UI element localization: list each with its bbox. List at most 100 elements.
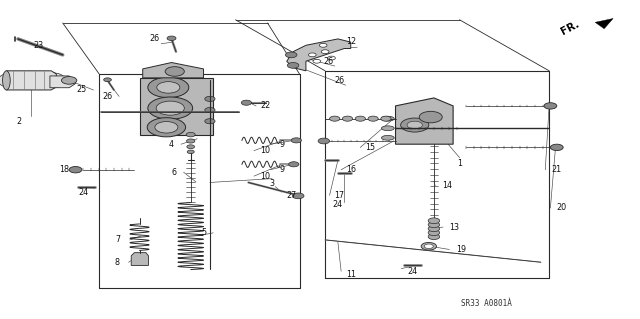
Text: FR.: FR. (559, 19, 581, 37)
Ellipse shape (381, 126, 394, 131)
Circle shape (321, 50, 329, 54)
Circle shape (428, 218, 440, 224)
Text: 9: 9 (279, 165, 284, 174)
Polygon shape (595, 19, 613, 29)
Text: 8: 8 (115, 258, 120, 267)
Circle shape (544, 103, 557, 109)
Text: 21: 21 (552, 165, 562, 174)
Text: 6: 6 (172, 168, 177, 177)
Circle shape (330, 116, 340, 121)
Circle shape (401, 118, 429, 132)
Circle shape (165, 67, 184, 76)
Text: 22: 22 (260, 101, 271, 110)
Text: 24: 24 (333, 200, 343, 209)
Circle shape (148, 97, 193, 119)
Text: 5: 5 (201, 228, 206, 237)
Polygon shape (396, 98, 453, 144)
Circle shape (291, 138, 301, 143)
Circle shape (104, 78, 111, 82)
Text: 11: 11 (346, 271, 356, 279)
Circle shape (157, 82, 180, 93)
Circle shape (421, 242, 436, 250)
Circle shape (16, 72, 48, 88)
Polygon shape (131, 253, 148, 265)
Text: 3: 3 (269, 179, 275, 188)
Circle shape (292, 193, 304, 199)
Text: 1: 1 (457, 159, 462, 168)
Circle shape (187, 139, 195, 143)
Circle shape (424, 244, 433, 249)
Circle shape (7, 72, 39, 88)
Text: 16: 16 (346, 165, 356, 174)
Polygon shape (50, 76, 76, 88)
Circle shape (550, 144, 563, 151)
Circle shape (428, 226, 440, 232)
Circle shape (167, 36, 176, 41)
Circle shape (148, 77, 189, 98)
Polygon shape (143, 63, 204, 78)
Text: 26: 26 (150, 34, 160, 43)
Text: 20: 20 (557, 204, 567, 212)
Circle shape (205, 96, 215, 101)
Text: 7: 7 (116, 235, 121, 244)
Text: 25: 25 (77, 85, 87, 94)
Circle shape (419, 111, 442, 123)
Text: 27: 27 (286, 191, 296, 200)
Circle shape (241, 100, 252, 105)
Circle shape (318, 138, 330, 144)
Circle shape (187, 145, 195, 149)
Text: 15: 15 (365, 143, 375, 152)
Text: 2: 2 (17, 117, 22, 126)
Text: 10: 10 (260, 146, 271, 155)
Circle shape (428, 234, 440, 240)
Text: 10: 10 (260, 172, 271, 181)
Circle shape (328, 56, 335, 60)
Circle shape (289, 162, 299, 167)
Ellipse shape (381, 136, 394, 140)
Text: 4: 4 (169, 140, 174, 149)
Polygon shape (140, 78, 213, 135)
Circle shape (69, 167, 82, 173)
Text: 26: 26 (102, 92, 113, 101)
Text: 26: 26 (334, 76, 344, 85)
Text: 19: 19 (456, 245, 466, 254)
Circle shape (407, 121, 422, 129)
Circle shape (25, 72, 57, 88)
Ellipse shape (3, 71, 10, 90)
Circle shape (355, 116, 365, 121)
Circle shape (381, 116, 391, 121)
Circle shape (342, 116, 353, 121)
Text: SR33 A0801À: SR33 A0801À (461, 299, 512, 308)
Circle shape (428, 230, 440, 235)
Polygon shape (287, 39, 351, 71)
Circle shape (205, 108, 215, 113)
Circle shape (308, 53, 316, 57)
Text: 13: 13 (449, 223, 460, 232)
Circle shape (187, 150, 195, 154)
Text: 17: 17 (334, 191, 344, 200)
Text: 23: 23 (33, 41, 44, 50)
Circle shape (186, 132, 195, 137)
Circle shape (428, 222, 440, 228)
Text: 24: 24 (78, 188, 88, 197)
Text: 24: 24 (408, 267, 418, 276)
Ellipse shape (381, 116, 394, 121)
Circle shape (205, 119, 215, 124)
Polygon shape (6, 71, 56, 90)
Circle shape (34, 72, 66, 88)
Circle shape (368, 116, 378, 121)
Circle shape (313, 59, 321, 63)
Text: 14: 14 (442, 181, 452, 190)
Text: 26: 26 (323, 57, 333, 66)
Circle shape (147, 118, 186, 137)
Circle shape (319, 43, 327, 47)
Circle shape (285, 52, 297, 58)
Circle shape (61, 77, 77, 84)
Circle shape (155, 122, 178, 133)
Circle shape (0, 72, 30, 88)
Circle shape (156, 101, 184, 115)
Text: 18: 18 (59, 165, 69, 174)
Text: 12: 12 (346, 37, 356, 46)
Circle shape (287, 63, 299, 68)
Text: 9: 9 (279, 140, 284, 149)
